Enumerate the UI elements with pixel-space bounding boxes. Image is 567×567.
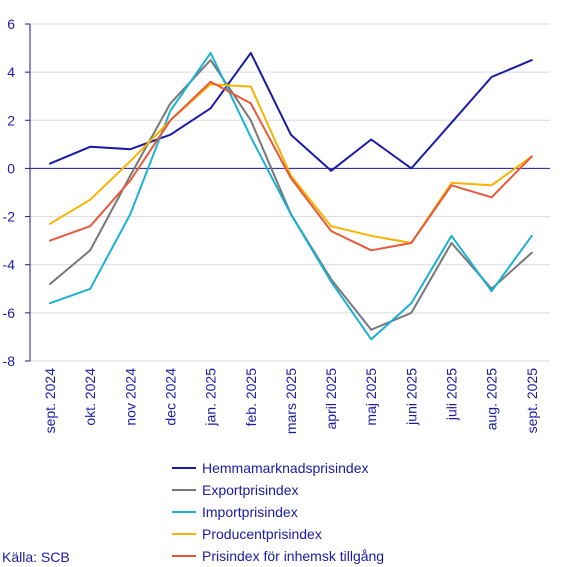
x-tick-label: jan. 2025 xyxy=(203,368,219,427)
x-tick-label: sept. 2024 xyxy=(42,368,58,434)
legend-label: Hemmamarknadsprisindex xyxy=(202,460,369,476)
x-tick-label: sept. 2025 xyxy=(524,368,540,434)
x-tick-label: nov 2024 xyxy=(122,368,138,426)
series-lines xyxy=(49,51,533,341)
y-tick-label: 0 xyxy=(7,160,15,176)
legend-label: Prisindex för inhemsk tillgång xyxy=(202,548,384,564)
y-tick-label: -8 xyxy=(3,353,16,369)
legend-label: Producentprisindex xyxy=(202,526,322,542)
x-tick-label: maj 2025 xyxy=(363,368,379,426)
legend-label: Exportprisindex xyxy=(202,482,299,498)
y-tick-label: 4 xyxy=(7,64,15,80)
series-line xyxy=(49,51,533,341)
series-line xyxy=(49,83,533,244)
y-tick-label: -4 xyxy=(3,257,16,273)
x-tick-label: okt. 2024 xyxy=(82,368,98,426)
axes: -8 -6 -4 -2 0 2 4 6 sept. 2024 okt. 2024 nov 2024 d… xyxy=(3,16,550,434)
x-tick-label: april 2025 xyxy=(323,368,339,430)
series-line xyxy=(49,51,533,172)
grid xyxy=(30,23,550,362)
y-tick-label: 6 xyxy=(7,16,15,32)
legend-label: Importprisindex xyxy=(202,504,298,520)
source-label: Källa: SCB xyxy=(2,549,70,565)
y-tick-label: -2 xyxy=(3,209,16,225)
y-tick-label: -6 xyxy=(3,305,16,321)
x-tick-label: feb. 2025 xyxy=(243,368,259,427)
x-tick-label: dec 2024 xyxy=(162,368,178,426)
x-tick-label: juni 2025 xyxy=(403,368,419,426)
x-tick-label: mars 2025 xyxy=(283,368,299,434)
series-line xyxy=(49,80,533,252)
x-tick-label: juli 2025 xyxy=(444,368,460,421)
y-tick-label: 2 xyxy=(7,112,15,128)
series-line xyxy=(49,59,533,331)
x-tick-label: aug. 2025 xyxy=(484,368,500,430)
legend: Hemmamarknadsprisindex Exportprisindex Imp… xyxy=(172,460,384,564)
